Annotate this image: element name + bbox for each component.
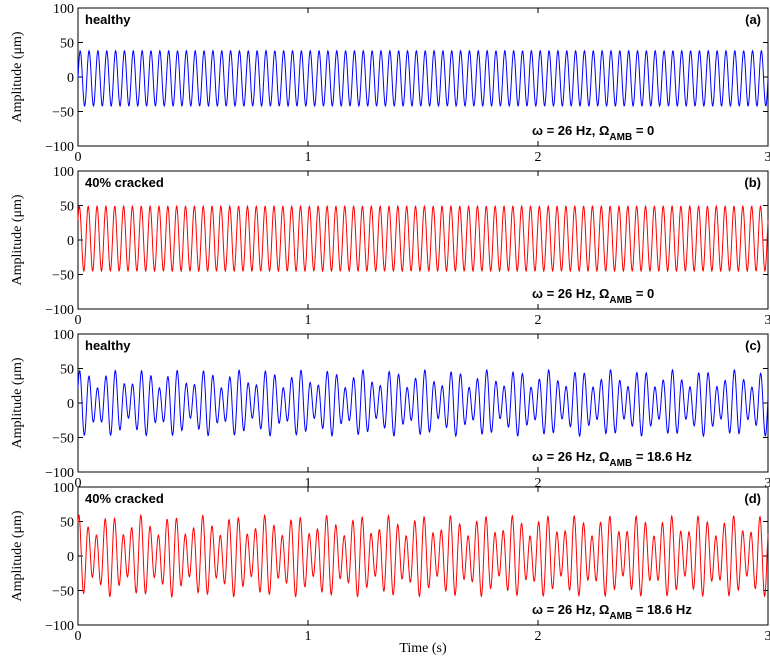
panel-label: (d) bbox=[744, 491, 761, 506]
y-tick-label: 0 bbox=[67, 71, 74, 86]
y-axis-label: Amplitude (μm) bbox=[10, 510, 25, 601]
y-tick-label: −50 bbox=[52, 106, 74, 121]
x-tick-label: 2 bbox=[535, 476, 542, 491]
series-line-d bbox=[77, 513, 769, 599]
state-label: healthy bbox=[85, 12, 131, 27]
x-tick-label: 1 bbox=[305, 476, 312, 491]
series-line-c bbox=[77, 368, 769, 438]
y-axis-label: Amplitude (μm) bbox=[10, 194, 25, 285]
y-tick-label: −100 bbox=[45, 303, 74, 318]
x-tick-label: 3 bbox=[765, 629, 770, 644]
x-tick-label: 1 bbox=[305, 629, 312, 644]
condition-annotation: ω = 26 Hz, ΩAMB = 18.6 Hz bbox=[532, 449, 692, 469]
y-tick-label: −100 bbox=[45, 619, 74, 634]
y-tick-label: 50 bbox=[60, 200, 74, 215]
x-tick-label: 2 bbox=[535, 313, 542, 328]
x-tick-label: 1 bbox=[305, 150, 312, 165]
x-tick-label: 3 bbox=[765, 313, 770, 328]
y-tick-label: 100 bbox=[53, 2, 74, 17]
y-tick-label: −50 bbox=[52, 269, 74, 284]
y-tick-label: 0 bbox=[67, 397, 74, 412]
panel-label: (a) bbox=[745, 12, 761, 27]
plot-frame bbox=[77, 486, 769, 626]
y-tick-label: −50 bbox=[52, 432, 74, 447]
panel-label: (b) bbox=[744, 175, 761, 190]
x-tick-label: 0 bbox=[75, 150, 82, 165]
state-label: 40% cracked bbox=[85, 491, 164, 506]
x-tick-label: 0 bbox=[75, 313, 82, 328]
y-tick-label: −100 bbox=[45, 466, 74, 481]
state-label: 40% cracked bbox=[85, 175, 164, 190]
x-tick-label: 1 bbox=[305, 313, 312, 328]
x-tick-label: 0 bbox=[75, 476, 82, 491]
condition-annotation: ω = 26 Hz, ΩAMB = 0 bbox=[532, 286, 654, 306]
series-line-a bbox=[77, 49, 769, 108]
condition-annotation: ω = 26 Hz, ΩAMB = 18.6 Hz bbox=[532, 602, 692, 622]
y-axis-label: Amplitude (μm) bbox=[10, 357, 25, 448]
y-tick-label: −100 bbox=[45, 140, 74, 155]
panel-label: (c) bbox=[745, 338, 761, 353]
plot-frame bbox=[77, 170, 769, 310]
x-tick-label: 3 bbox=[765, 150, 770, 165]
y-tick-label: −50 bbox=[52, 585, 74, 600]
y-tick-label: 0 bbox=[67, 550, 74, 565]
y-tick-label: 0 bbox=[67, 234, 74, 249]
y-tick-label: 50 bbox=[60, 363, 74, 378]
x-tick-label: 0 bbox=[75, 629, 82, 644]
series-line-b bbox=[77, 204, 769, 273]
x-axis-label: Time (s) bbox=[399, 641, 447, 656]
y-tick-label: 100 bbox=[53, 328, 74, 343]
y-tick-label: 50 bbox=[60, 516, 74, 531]
state-label: healthy bbox=[85, 338, 131, 353]
x-tick-label: 2 bbox=[535, 629, 542, 644]
y-tick-label: 100 bbox=[53, 481, 74, 496]
x-tick-label: 3 bbox=[765, 476, 770, 491]
x-tick-label: 2 bbox=[535, 150, 542, 165]
y-axis-label: Amplitude (μm) bbox=[10, 31, 25, 122]
condition-annotation: ω = 26 Hz, ΩAMB = 0 bbox=[532, 123, 654, 143]
y-tick-label: 100 bbox=[53, 165, 74, 180]
y-tick-label: 50 bbox=[60, 37, 74, 52]
